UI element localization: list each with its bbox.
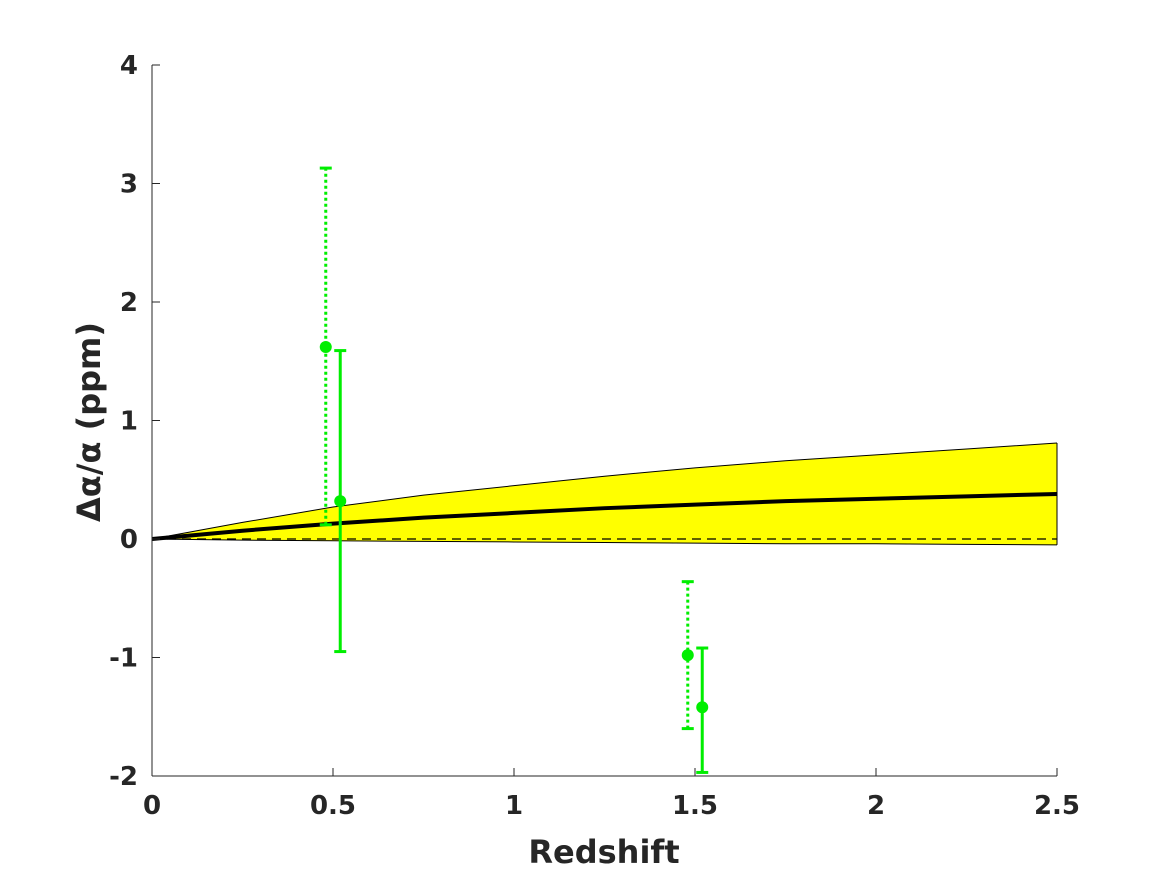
y-tick-label: -1 xyxy=(109,644,138,674)
data-marker xyxy=(319,341,332,354)
y-tick-label: 1 xyxy=(120,407,138,437)
x-tick-label: 1.5 xyxy=(672,791,718,821)
x-tick-label: 1 xyxy=(505,791,523,821)
confidence-band xyxy=(152,443,1057,545)
plot-area xyxy=(151,166,1058,774)
data-point-4 xyxy=(696,646,709,774)
x-tick-label: 2.5 xyxy=(1034,791,1080,821)
x-tick-label: 0 xyxy=(143,791,161,821)
y-axis-title: Δα/α (ppm) xyxy=(70,322,108,522)
y-tick-label: 3 xyxy=(120,170,138,200)
data-marker xyxy=(334,495,347,508)
data-point-3 xyxy=(681,580,694,731)
y-tick-label: 4 xyxy=(120,51,138,81)
x-tick-label: 0.5 xyxy=(310,791,356,821)
data-marker xyxy=(681,649,694,662)
band-lower-edge xyxy=(151,538,1058,546)
y-tick-label: 2 xyxy=(120,288,138,318)
y-tick-label: -2 xyxy=(109,762,138,792)
model-line xyxy=(151,491,1058,541)
x-tick-label: 2 xyxy=(867,791,885,821)
data-marker xyxy=(696,701,709,714)
x-axis-title: Redshift xyxy=(528,833,679,871)
axes xyxy=(151,65,1057,777)
y-tick-label: 0 xyxy=(120,525,138,555)
ticks: 0 0.5 1 1.5 2 2.5 -2 -1 0 1 2 3 4 xyxy=(109,51,1080,821)
band-upper-edge xyxy=(151,442,1058,540)
data-point-1 xyxy=(319,166,332,527)
data-point-2 xyxy=(334,349,347,654)
